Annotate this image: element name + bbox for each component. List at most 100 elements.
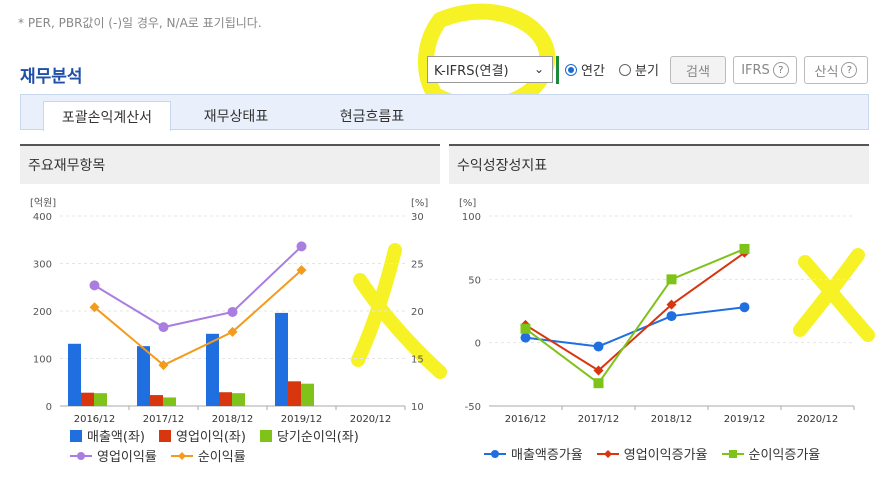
legend-label: 순이익증가율 [748, 448, 821, 463]
y-tick-label: 300 [33, 260, 52, 271]
select-value: K-IFRS(연결) [434, 64, 509, 79]
tab-cash-flow[interactable]: 현금흐름표 [339, 109, 405, 125]
point-op-margin [158, 322, 169, 333]
legend-swatch [158, 429, 171, 442]
y2-tick-label: 10 [411, 402, 424, 413]
left-legend-row2: 영업이익률 순이익률 [70, 446, 246, 465]
point-op-growth [593, 365, 604, 376]
y2-tick-label: 30 [411, 212, 424, 223]
chevron-down-icon: ⌄ [533, 62, 544, 76]
legend-label: 영업이익률 [97, 450, 157, 465]
bar-net [301, 383, 314, 406]
legend-line-marker [721, 449, 744, 458]
point-net-margin [158, 360, 169, 371]
point-sales-growth [666, 311, 677, 322]
line-net-margin [93, 269, 303, 367]
legend-op-growth[interactable]: 영업이익증가율 [596, 444, 708, 463]
point-net-growth [520, 323, 531, 334]
legend-line-marker [70, 451, 92, 460]
bar-op [150, 395, 163, 406]
bar-op [81, 392, 94, 406]
financial-items-chart: [억원] [%] 400 300 200 100 0 30 25 20 15 10 2016/12 201… [30, 197, 428, 425]
y-tick-label: 0 [475, 339, 481, 350]
left-axis-unit: [억원] [30, 197, 56, 209]
line-op-margin [93, 245, 303, 329]
y-tick-label: 0 [46, 402, 52, 413]
legend-sales[interactable]: 매출액(좌) [70, 426, 145, 445]
y-tick-label: 400 [33, 212, 52, 223]
help-icon: ? [772, 62, 789, 78]
point-net-growth [666, 274, 677, 285]
y-tick-label: 50 [468, 275, 481, 286]
radio-quarter-label: 분기 [635, 64, 659, 79]
legend-line-marker [484, 449, 506, 458]
annotation-x-right [793, 248, 875, 342]
radio-off-icon [619, 63, 631, 76]
y2-tick-label: 20 [411, 307, 424, 318]
left-panel-title: 주요재무항목 [20, 144, 440, 184]
bar-sales [206, 333, 219, 406]
legend-net[interactable]: 당기순이익(좌) [259, 426, 359, 445]
legend-label: 매출액(좌) [87, 430, 145, 445]
accounting-standard-select[interactable]: K-IFRS(연결) ⌄ [427, 56, 553, 83]
point-op-margin [89, 280, 100, 291]
top-note: * PER, PBR값이 (-)일 경우, N/A로 표기됩니다. [18, 16, 262, 30]
x-tick-label: 2018/12 [651, 414, 693, 425]
section-title: 재무분석 [20, 67, 83, 87]
point-sales-growth [520, 332, 531, 343]
point-op-margin [227, 306, 238, 317]
legend-sales-growth[interactable]: 매출액증가율 [484, 444, 583, 463]
legend-net-growth[interactable]: 순이익증가율 [721, 444, 821, 463]
legend-label: 매출액증가율 [511, 448, 583, 463]
bar-sales [275, 312, 288, 406]
line-sales-growth [525, 306, 745, 348]
left-legend-row1: 매출액(좌) 영업이익(좌) 당기순이익(좌) [70, 426, 359, 445]
y-tick-label: 100 [33, 355, 52, 366]
statement-tabbar: 포괄손익계산서 재무상태표 현금흐름표 [20, 94, 869, 131]
x-tick-label: 2018/12 [212, 414, 254, 425]
x-tick-label: 2016/12 [74, 414, 116, 425]
bar-op [219, 392, 232, 406]
line-op-growth [524, 251, 746, 372]
bar-sales [68, 343, 81, 406]
legend-net-margin[interactable]: 순이익률 [170, 446, 246, 465]
x-tick-label: 2019/12 [281, 414, 323, 425]
point-sales-growth [593, 341, 604, 352]
bar-net [163, 397, 176, 406]
point-sales-growth [739, 302, 750, 313]
tab-income-statement[interactable]: 포괄손익계산서 [43, 101, 171, 131]
ifrs-help-button[interactable]: IFRS ? [733, 56, 797, 84]
radio-annual[interactable]: 연간 [565, 60, 605, 79]
tab-balance-sheet[interactable]: 재무상태표 [203, 109, 269, 125]
help-icon: ? [841, 62, 858, 78]
point-net-growth [593, 378, 604, 389]
point-op-margin [296, 241, 307, 252]
legend-label: 영업이익증가율 [623, 448, 708, 463]
y-tick-label: -50 [465, 402, 481, 413]
point-net-margin [227, 326, 238, 337]
right-axis-unit: [%] [411, 198, 428, 209]
point-op-growth [666, 299, 677, 310]
right-panel-title: 수익성장성지표 [449, 144, 869, 184]
legend-op-margin[interactable]: 영업이익률 [70, 446, 157, 465]
legend-line-marker [596, 449, 619, 458]
radio-quarter[interactable]: 분기 [619, 60, 659, 79]
formula-help-button[interactable]: 산식 ? [804, 56, 868, 84]
formula-button-label: 산식 [814, 64, 839, 80]
annotation-x-left [351, 243, 447, 379]
x-tick-label: 2019/12 [724, 414, 766, 425]
right-legend: 매출액증가율 영업이익증가율 순이익증가율 [484, 444, 820, 463]
y-tick-label: 100 [462, 212, 481, 223]
search-button[interactable]: 검색 [670, 56, 726, 84]
y2-tick-label: 15 [411, 355, 424, 366]
point-net-margin [89, 302, 100, 313]
x-tick-label: 2020/12 [797, 414, 839, 425]
x-tick-label: 2016/12 [505, 414, 547, 425]
search-button-label: 검색 [686, 64, 710, 80]
legend-label: 당기순이익(좌) [276, 430, 359, 445]
select-edge [556, 56, 559, 84]
legend-label: 순이익률 [197, 450, 246, 465]
bar-net [232, 393, 245, 406]
legend-line-marker [170, 451, 193, 460]
legend-op[interactable]: 영업이익(좌) [158, 426, 246, 445]
